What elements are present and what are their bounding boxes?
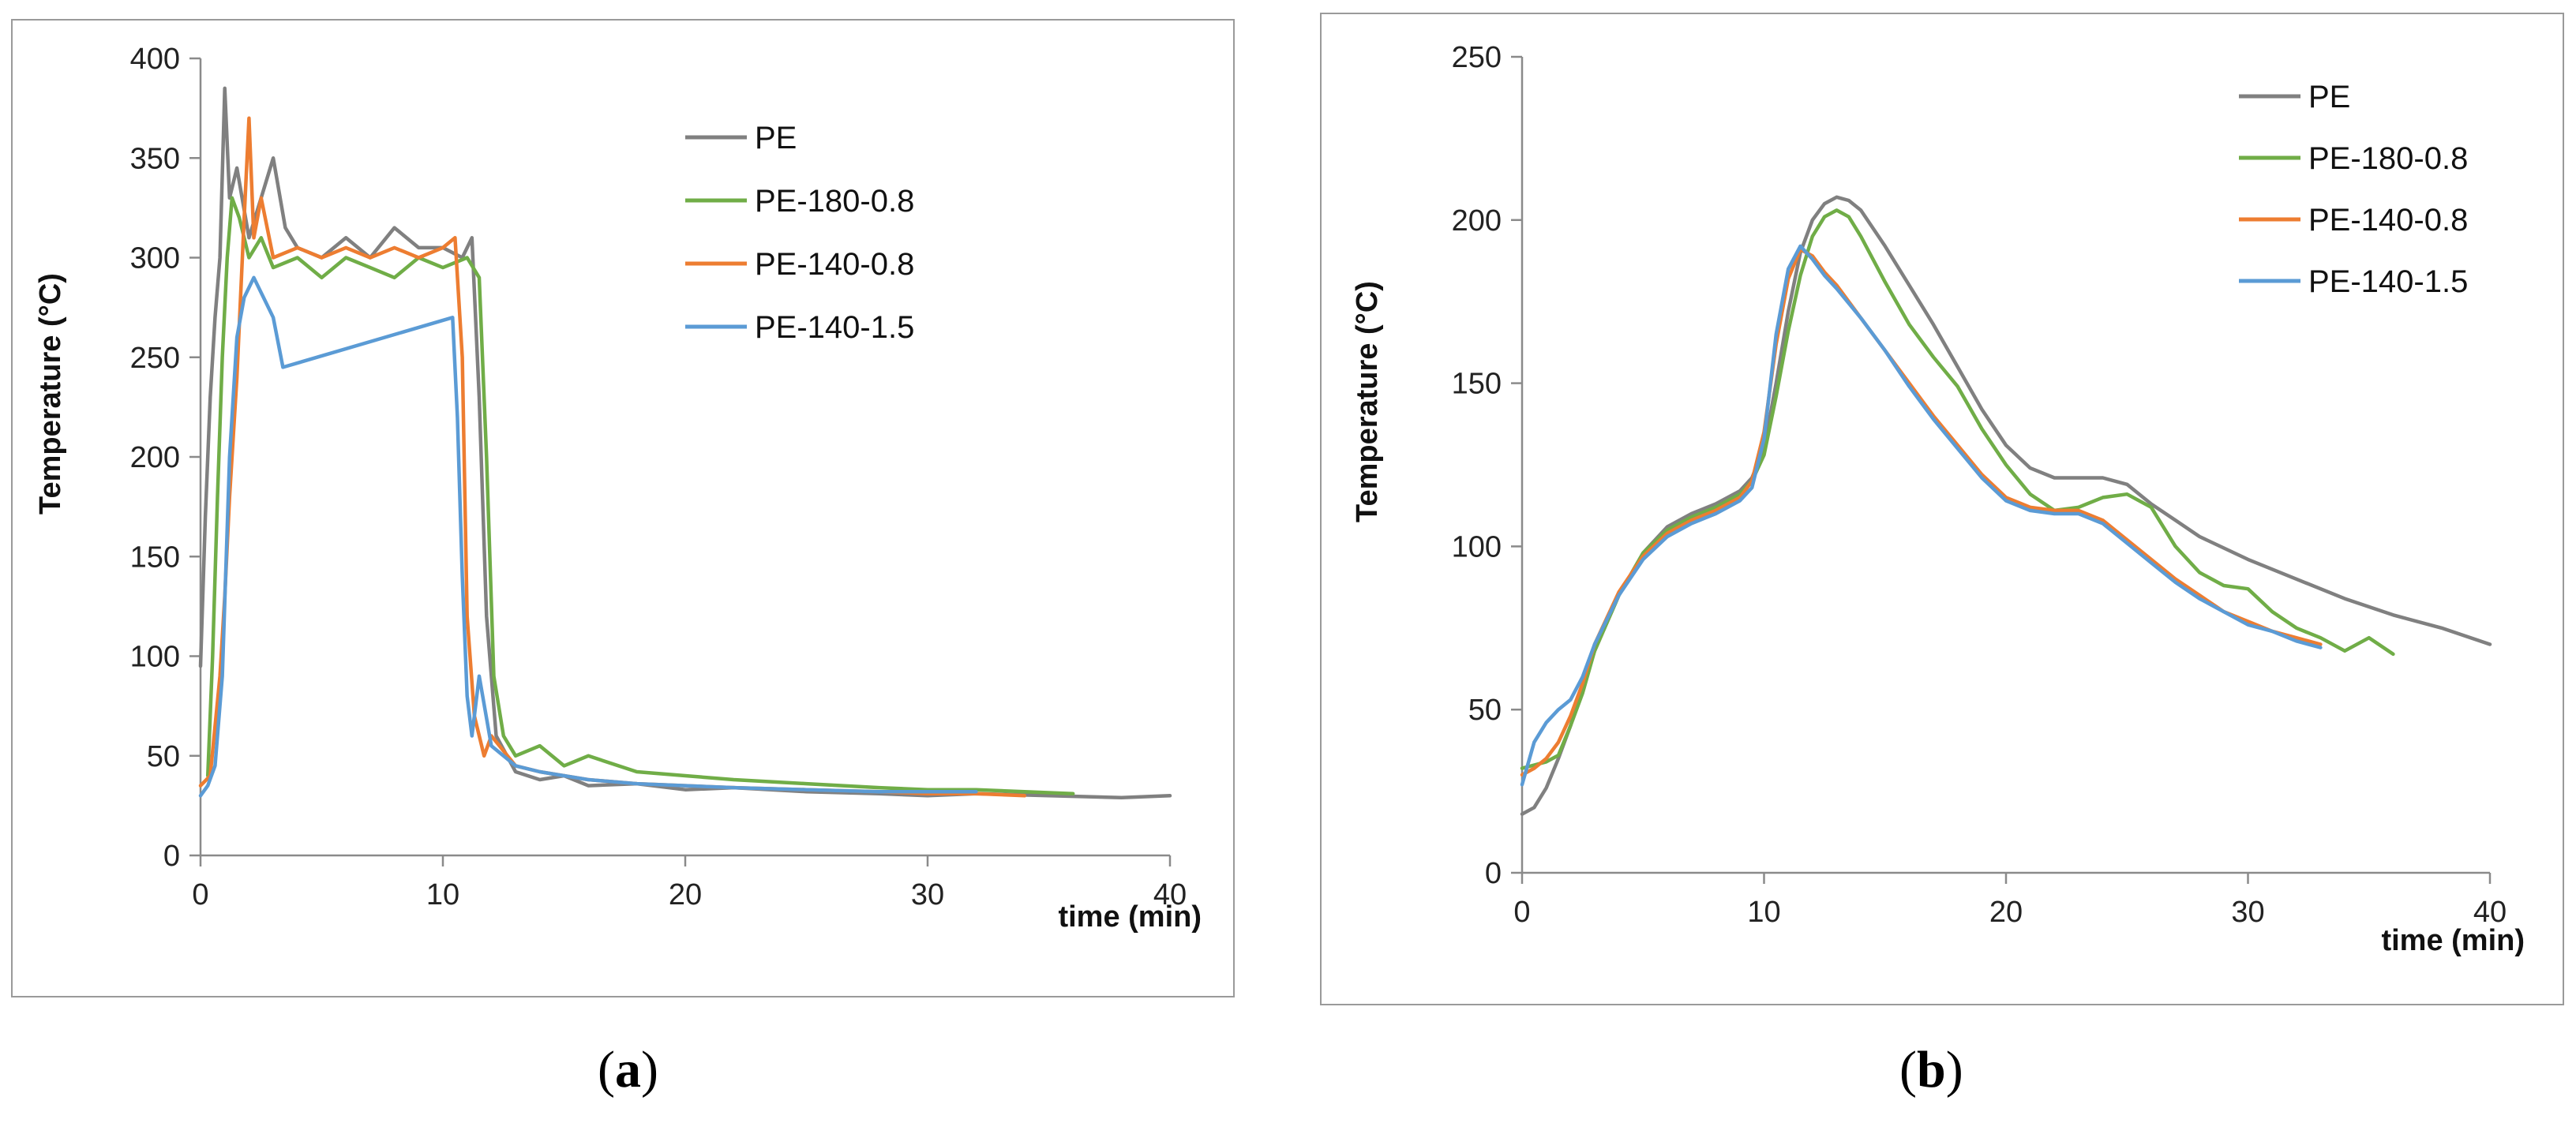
x-tick-label: 20 xyxy=(1989,896,2023,929)
x-tick-label: 30 xyxy=(911,878,944,911)
legend-label: PE-180-0.8 xyxy=(755,184,914,219)
x-tick-label: 10 xyxy=(1747,896,1780,929)
y-tick-label: 200 xyxy=(130,441,180,474)
y-tick-label: 350 xyxy=(130,142,180,175)
caption-a: (a) xyxy=(598,1041,658,1098)
caption-b: (b) xyxy=(1899,1041,1963,1098)
caption-a-letter: a xyxy=(614,1041,641,1098)
y-tick-label: 50 xyxy=(1468,694,1502,727)
x-axis-label: time (min) xyxy=(2381,924,2525,957)
legend-label: PE-180-0.8 xyxy=(2308,141,2468,176)
y-tick-label: 0 xyxy=(1485,857,1502,890)
x-tick-label: 40 xyxy=(1153,878,1187,911)
legend-label: PE-140-1.5 xyxy=(2308,264,2468,299)
series-line-pe-140-1-5 xyxy=(1520,244,2323,787)
y-tick-label: 150 xyxy=(1452,368,1502,401)
chart-panel-b: 0 50 100 150 200 250 0 10 20 30 40 Temperature (°C)… xyxy=(1320,13,2564,1005)
chart-b-svg: 0 50 100 150 200 250 0 10 20 30 40 Temperature (°C)… xyxy=(1351,41,2525,957)
y-axis-label: Temperature (°C) xyxy=(34,273,67,515)
series-line-pe-180-0-8 xyxy=(1520,208,2395,770)
legend-label: PE xyxy=(2308,80,2350,114)
series-line-pe-140-0-8 xyxy=(198,116,1027,798)
legend-label: PE-140-0.8 xyxy=(755,247,914,282)
y-tick-label: 300 xyxy=(130,242,180,275)
x-tick-label: 0 xyxy=(1513,896,1530,929)
legend-label: PE-140-1.5 xyxy=(755,310,914,345)
series-line-pe-140-1-5 xyxy=(198,275,978,798)
chart-a-svg: 0 50 100 150 200 250 300 350 400 0 10 20 30 40 Tempera… xyxy=(34,43,1202,934)
y-tick-label: 100 xyxy=(1452,530,1502,563)
x-tick-label: 30 xyxy=(2231,896,2264,929)
caption-b-letter: b xyxy=(1916,1041,1946,1098)
y-tick-label: 0 xyxy=(163,840,180,873)
x-tick-label: 20 xyxy=(669,878,702,911)
series-line-pe xyxy=(198,86,1172,800)
legend-label: PE xyxy=(755,121,797,155)
x-tick-label: 40 xyxy=(2473,896,2507,929)
series-line-pe-140-0-8 xyxy=(1520,247,2323,777)
y-tick-label: 50 xyxy=(147,740,180,773)
series-line-pe-180-0-8 xyxy=(205,196,1075,795)
y-axis-label: Temperature (°C) xyxy=(1351,281,1384,522)
x-tick-label: 10 xyxy=(426,878,459,911)
x-axis-label: time (min) xyxy=(1058,900,1202,934)
y-tick-label: 250 xyxy=(130,342,180,375)
y-tick-label: 150 xyxy=(130,541,180,574)
chart-panel-a: 0 50 100 150 200 250 300 350 400 0 10 20 30 40 Tempera… xyxy=(11,19,1235,997)
y-tick-label: 250 xyxy=(1452,41,1502,74)
y-tick-label: 100 xyxy=(130,641,180,674)
x-tick-label: 0 xyxy=(192,878,208,911)
legend-label: PE-140-0.8 xyxy=(2308,203,2468,238)
y-tick-label: 200 xyxy=(1452,204,1502,238)
y-tick-label: 400 xyxy=(130,43,180,76)
